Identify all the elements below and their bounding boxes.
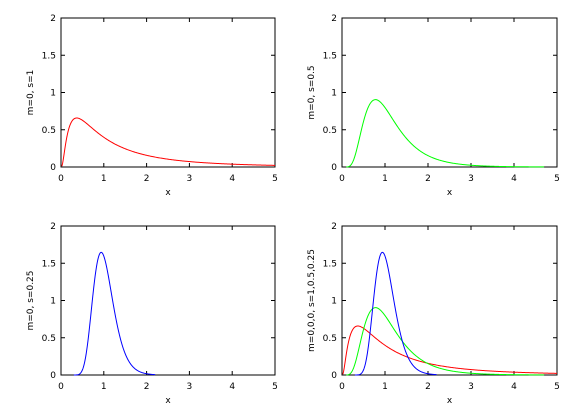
subplot-1: 0 1 2 3 4 5 0 0.5 1 1.5 2 x m=0, s=1 [26,14,278,198]
y-tick-label: 2 [331,14,337,24]
x-tick-label: 3 [468,382,474,392]
plot-frame [60,225,276,376]
y-tick-label: 0 [50,163,56,173]
x-tick-label: 1 [101,382,107,392]
series-line-1 [342,325,558,375]
x-tick-label: 4 [229,174,235,184]
y-tick-label: 0 [50,371,56,381]
plot-frame [341,225,558,376]
series-line-3 [354,251,437,376]
x-tick-label: 5 [272,174,278,184]
series-line-1 [73,251,156,376]
y-tick-label: 0 [331,163,337,173]
y-tick-label: 1.5 [42,259,56,269]
x-tick-label: 2 [144,382,150,392]
x-tick-label: 5 [272,382,278,392]
y-axis-label: m=0, s=0.25 [26,270,36,330]
y-tick-label: 1 [50,89,56,99]
x-tick-label: 1 [382,382,388,392]
x-tick-label: 0 [339,382,345,392]
y-tick-label: 0.5 [323,334,337,344]
x-tick-label: 5 [554,174,560,184]
series-line-1 [346,99,545,168]
plot-frame [60,17,276,168]
y-tick-label: 1.5 [323,259,337,269]
y-tick-label: 2 [331,222,337,232]
y-tick-label: 1 [331,297,337,307]
x-tick-label: 2 [425,174,431,184]
x-tick-label: 3 [187,382,193,392]
y-axis-label: m=0,0,0, s=1,0.5,0.25 [307,249,317,352]
x-tick-label: 4 [511,174,517,184]
x-tick-label: 4 [229,382,235,392]
x-tick-label: 0 [58,174,64,184]
x-tick-label: 2 [425,382,431,392]
x-tick-label: 4 [511,382,517,392]
subplot-4: 0 1 2 3 4 5 0 0.5 1 1.5 2 x m=0,0,0, s=1,0.5,0.25 [307,222,560,406]
x-tick-label: 2 [144,174,150,184]
subplot-3: 0 1 2 3 4 5 0 0.5 1 1.5 2 x m=0, s=0.25 [26,222,278,406]
series-line-1 [61,117,276,167]
x-tick-label: 0 [339,174,345,184]
x-tick-label: 0 [58,382,64,392]
y-tick-label: 0 [331,371,337,381]
x-axis-label: x [447,188,453,198]
x-tick-label: 5 [554,382,560,392]
y-tick-label: 0.5 [42,126,56,136]
y-axis-label: m=0, s=0.5 [307,65,317,119]
x-axis-label: x [165,188,171,198]
y-axis-label: m=0, s=1 [26,70,36,116]
y-tick-label: 1 [50,297,56,307]
x-tick-label: 3 [468,174,474,184]
x-tick-label: 3 [187,174,193,184]
y-tick-label: 1.5 [323,51,337,61]
y-tick-label: 1.5 [42,51,56,61]
x-axis-label: x [165,396,171,406]
plot-frame [341,17,558,168]
y-tick-label: 1 [331,89,337,99]
subplot-2: 0 1 2 3 4 5 0 0.5 1 1.5 2 x m=0, s=0.5 [307,14,560,198]
series-line-2 [346,307,545,376]
y-tick-label: 2 [50,222,56,232]
x-tick-label: 1 [101,174,107,184]
y-tick-label: 0.5 [42,334,56,344]
x-axis-label: x [447,396,453,406]
x-tick-label: 1 [382,174,388,184]
y-tick-label: 0.5 [323,126,337,136]
y-tick-label: 2 [50,14,56,24]
